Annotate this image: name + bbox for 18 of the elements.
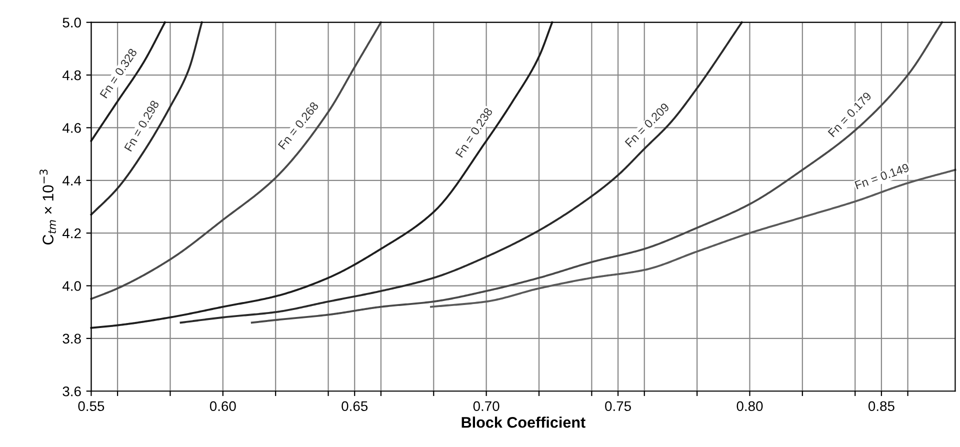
x-tick-label: 0.75 xyxy=(605,401,631,412)
y-tick-label: 3.6 xyxy=(62,386,81,396)
y-tick-label: 5.0 xyxy=(62,18,81,28)
x-tick-label: 0.60 xyxy=(210,401,236,412)
x-tick-label: 0.65 xyxy=(342,401,368,412)
y-tick-label: 4.0 xyxy=(62,281,81,291)
y-tick-label: 4.6 xyxy=(62,123,81,133)
x-tick-label: 0.70 xyxy=(473,401,500,412)
y-tick-label: 3.8 xyxy=(62,334,81,344)
y-tick-label: 4.4 xyxy=(62,176,82,186)
text: Fn = 0.149 xyxy=(854,163,910,190)
x-tick-label: 0.80 xyxy=(736,401,763,412)
y-axis-title: C$_{tm}$ × 10$^{−3}$ xyxy=(40,170,56,244)
y-tick-label: 4.8 xyxy=(62,70,81,80)
x-axis-title: Block Coefficient xyxy=(462,416,586,428)
x-tick-label: 0.85 xyxy=(868,401,894,412)
x-tick-label: 0.55 xyxy=(78,401,104,412)
y-tick-label: 4.2 xyxy=(62,228,81,238)
